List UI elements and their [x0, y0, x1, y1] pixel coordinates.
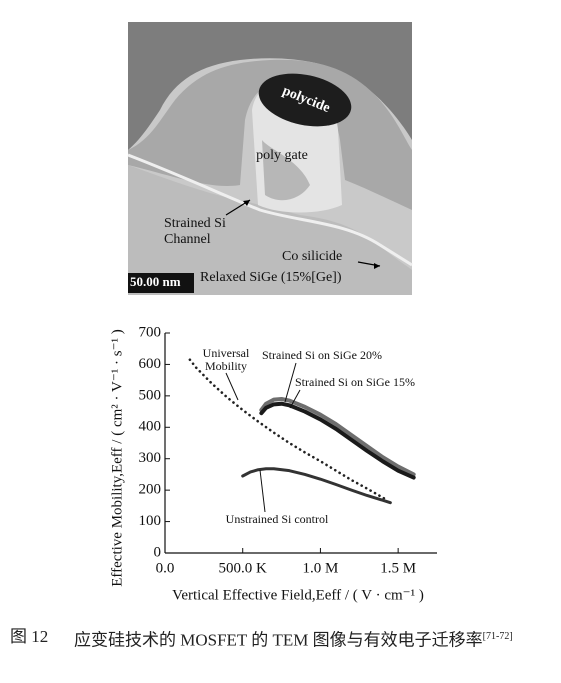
caption-text: 应变硅技术的 MOSFET 的 TEM 图像与有效电子迁移率[71-72] — [74, 622, 534, 656]
y-tick-label: 200 — [139, 482, 162, 498]
caption-number: 图 12 — [10, 627, 49, 646]
y-tick-label: 500 — [139, 387, 162, 403]
y-tick-label: 100 — [139, 513, 162, 529]
series-line — [259, 397, 416, 477]
series-line — [188, 358, 389, 502]
x-tick-label: 1.5 M — [380, 560, 416, 576]
caption-body: 应变硅技术的 MOSFET 的 TEM 图像与有效电子迁移率 — [74, 630, 483, 650]
x-tick-label: 1.0 M — [303, 560, 339, 576]
tem-label: Co silicide — [282, 249, 342, 264]
series-line — [241, 467, 392, 505]
y-axis-label: Effective Mobility,Eeff / ( cm² · V⁻¹ · … — [109, 329, 125, 586]
caption-ref: [71-72] — [482, 631, 513, 642]
tem-label: Relaxed SiGe (15%[Ge]) — [200, 270, 342, 285]
series-label: Strained Si on SiGe 15% — [295, 375, 415, 389]
pointer — [284, 362, 297, 403]
caption: 图 12 应变硅技术的 MOSFET 的 TEM 图像与有效电子迁移率[71-72… — [10, 622, 550, 656]
series-label: Universal Mobility — [202, 346, 250, 373]
tem-label: Channel — [164, 232, 211, 247]
x-tick-label: 0.0 — [156, 560, 175, 576]
tem-image — [127, 22, 413, 295]
pointer — [225, 372, 239, 401]
series-label: Strained Si on SiGe 20% — [262, 348, 382, 362]
scale-bar: 50.00 nm — [130, 274, 181, 289]
tem-label: poly gate — [256, 148, 308, 163]
series-line — [259, 401, 416, 480]
figure: polycide poly gate Strained Si Channel C… — [109, 22, 437, 603]
y-tick-label: 700 — [139, 324, 162, 340]
tem-label: Strained Si — [164, 216, 226, 231]
series-label: Unstrained Si control — [225, 512, 329, 526]
y-tick-label: 400 — [139, 419, 162, 435]
pointer — [289, 389, 301, 409]
y-tick-label: 0 — [154, 544, 162, 560]
x-tick-label: 500.0 K — [219, 560, 268, 576]
x-axis-label: Vertical Effective Field,Eeff / ( V · cm… — [172, 587, 424, 603]
y-tick-label: 600 — [139, 356, 162, 372]
pointer — [259, 469, 266, 513]
y-tick-label: 300 — [139, 450, 162, 466]
